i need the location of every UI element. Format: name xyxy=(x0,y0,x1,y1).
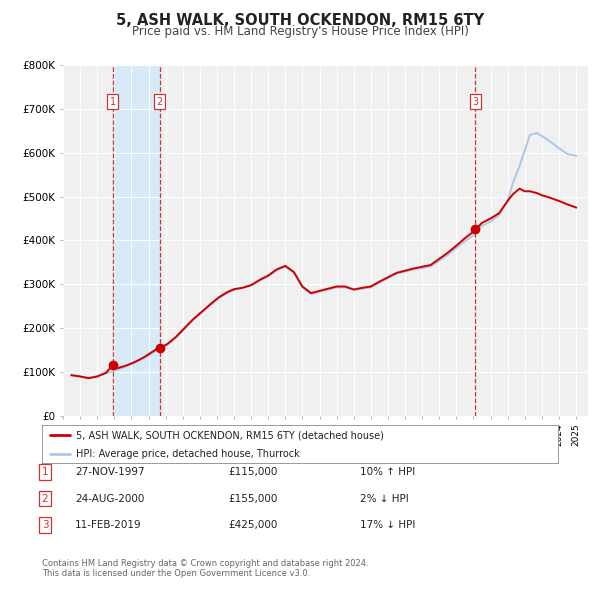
Text: 1: 1 xyxy=(41,467,49,477)
Bar xyxy=(113,65,160,416)
Text: HPI: Average price, detached house, Thurrock: HPI: Average price, detached house, Thur… xyxy=(76,448,299,458)
Text: 3: 3 xyxy=(41,520,49,530)
Text: 2% ↓ HPI: 2% ↓ HPI xyxy=(360,494,409,503)
Text: 11-FEB-2019: 11-FEB-2019 xyxy=(75,520,142,530)
Text: 2: 2 xyxy=(41,494,49,503)
Text: This data is licensed under the Open Government Licence v3.0.: This data is licensed under the Open Gov… xyxy=(42,569,310,578)
Text: Price paid vs. HM Land Registry's House Price Index (HPI): Price paid vs. HM Land Registry's House … xyxy=(131,25,469,38)
Text: 1: 1 xyxy=(110,97,116,107)
Text: 5, ASH WALK, SOUTH OCKENDON, RM15 6TY (detached house): 5, ASH WALK, SOUTH OCKENDON, RM15 6TY (d… xyxy=(76,430,383,440)
Text: 2: 2 xyxy=(157,97,163,107)
Text: £115,000: £115,000 xyxy=(228,467,277,477)
Text: £155,000: £155,000 xyxy=(228,494,277,503)
Text: Contains HM Land Registry data © Crown copyright and database right 2024.: Contains HM Land Registry data © Crown c… xyxy=(42,559,368,568)
Text: 5, ASH WALK, SOUTH OCKENDON, RM15 6TY: 5, ASH WALK, SOUTH OCKENDON, RM15 6TY xyxy=(116,13,484,28)
Text: 10% ↑ HPI: 10% ↑ HPI xyxy=(360,467,415,477)
Text: 24-AUG-2000: 24-AUG-2000 xyxy=(75,494,145,503)
Text: £425,000: £425,000 xyxy=(228,520,277,530)
Text: 17% ↓ HPI: 17% ↓ HPI xyxy=(360,520,415,530)
Text: 27-NOV-1997: 27-NOV-1997 xyxy=(75,467,145,477)
Text: 3: 3 xyxy=(472,97,479,107)
